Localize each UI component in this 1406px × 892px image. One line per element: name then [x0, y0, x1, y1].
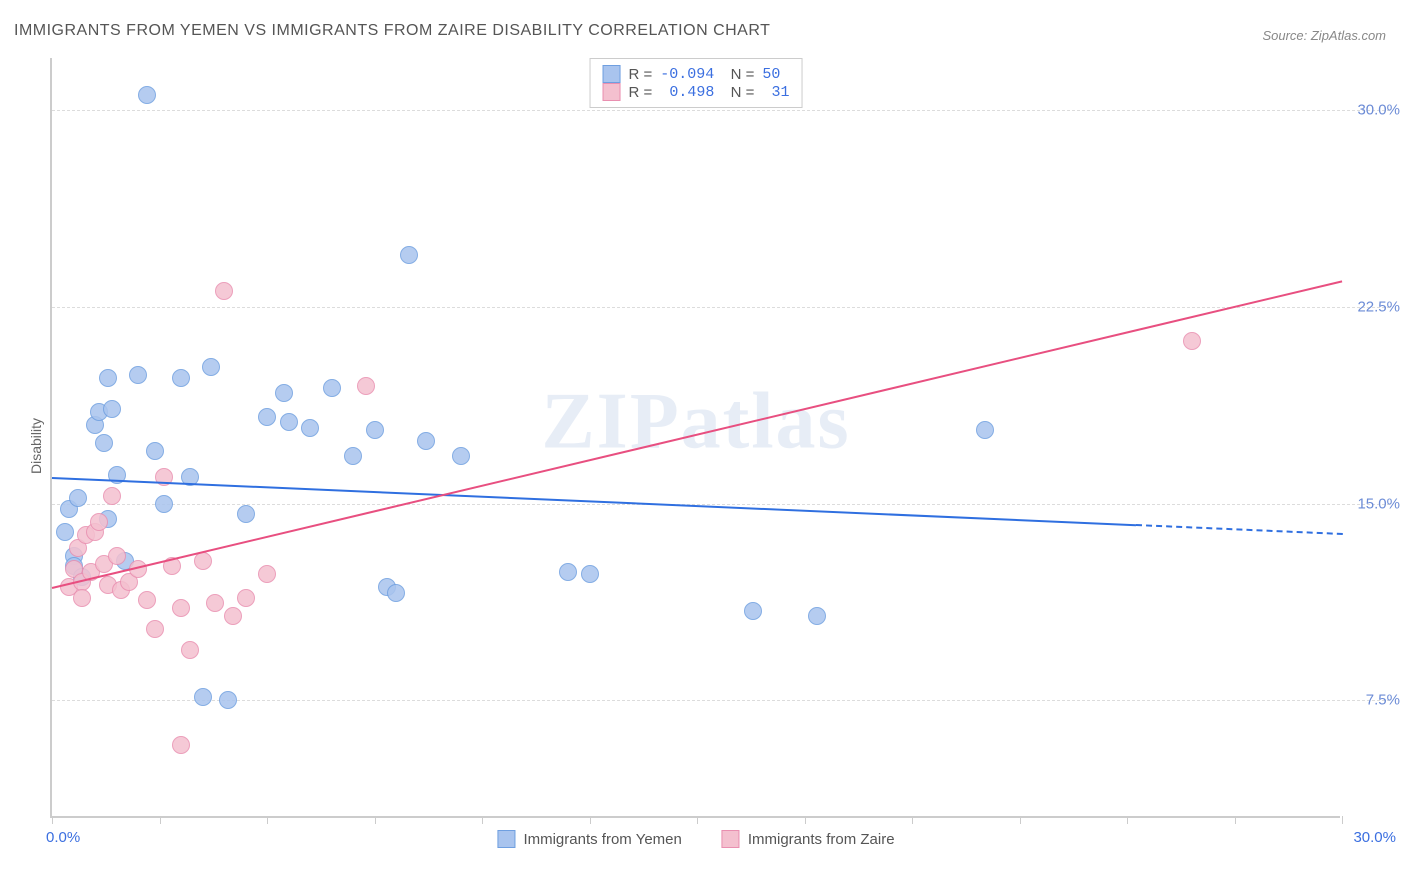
- data-point: [206, 594, 224, 612]
- x-tick: [805, 816, 806, 824]
- data-point: [108, 547, 126, 565]
- data-point: [417, 432, 435, 450]
- watermark-text: ZIPatlas: [541, 376, 850, 467]
- data-point: [808, 607, 826, 625]
- data-point: [224, 607, 242, 625]
- legend-item-zaire: Immigrants from Zaire: [722, 830, 895, 848]
- data-point: [258, 565, 276, 583]
- data-point: [744, 602, 762, 620]
- data-point: [323, 379, 341, 397]
- gridline: [52, 307, 1390, 308]
- x-tick: [1342, 816, 1343, 824]
- data-point: [452, 447, 470, 465]
- data-point: [280, 413, 298, 431]
- x-tick: [52, 816, 53, 824]
- legend-r-value-zaire: 0.498: [660, 84, 714, 101]
- gridline: [52, 700, 1390, 701]
- data-point: [194, 552, 212, 570]
- legend-row-yemen: R = -0.094 N = 50: [603, 65, 790, 83]
- data-point: [237, 505, 255, 523]
- legend-swatch-zaire: [603, 83, 621, 101]
- legend-r-label: R =: [629, 66, 653, 83]
- data-point: [357, 377, 375, 395]
- y-axis-label: Disability: [28, 418, 44, 474]
- data-point: [219, 691, 237, 709]
- legend-swatch-yemen: [603, 65, 621, 83]
- data-point: [103, 400, 121, 418]
- y-tick-label: 15.0%: [1357, 495, 1400, 512]
- trend-line: [52, 477, 1136, 526]
- legend-n-label: N =: [722, 66, 754, 83]
- data-point: [69, 489, 87, 507]
- trend-line: [52, 281, 1342, 590]
- data-point: [237, 589, 255, 607]
- data-point: [344, 447, 362, 465]
- data-point: [155, 495, 173, 513]
- legend-label-yemen: Immigrants from Yemen: [523, 831, 681, 848]
- data-point: [976, 421, 994, 439]
- x-tick: [590, 816, 591, 824]
- chart-title: IMMIGRANTS FROM YEMEN VS IMMIGRANTS FROM…: [14, 22, 770, 40]
- data-point: [129, 366, 147, 384]
- data-point: [301, 419, 319, 437]
- x-tick: [1020, 816, 1021, 824]
- legend-row-zaire: R = 0.498 N = 31: [603, 83, 790, 101]
- data-point: [581, 565, 599, 583]
- data-point: [258, 408, 276, 426]
- data-point: [90, 513, 108, 531]
- y-tick-label: 22.5%: [1357, 298, 1400, 315]
- x-tick: [267, 816, 268, 824]
- data-point: [146, 620, 164, 638]
- data-point: [138, 591, 156, 609]
- data-point: [172, 599, 190, 617]
- legend-swatch-icon: [497, 830, 515, 848]
- y-tick-label: 30.0%: [1357, 102, 1400, 119]
- legend-swatch-icon: [722, 830, 740, 848]
- x-tick: [1235, 816, 1236, 824]
- data-point: [172, 736, 190, 754]
- data-point: [181, 641, 199, 659]
- data-point: [146, 442, 164, 460]
- legend-r-label: R =: [629, 84, 653, 101]
- correlation-legend: R = -0.094 N = 50 R = 0.498 N = 31: [590, 58, 803, 108]
- legend-n-value-zaire: 31: [762, 84, 789, 101]
- gridline: [52, 110, 1390, 111]
- data-point: [215, 282, 233, 300]
- data-point: [138, 86, 156, 104]
- y-tick-label: 7.5%: [1366, 692, 1400, 709]
- gridline: [52, 504, 1390, 505]
- data-point: [400, 246, 418, 264]
- legend-n-value-yemen: 50: [762, 66, 780, 83]
- data-point: [73, 589, 91, 607]
- data-point: [366, 421, 384, 439]
- x-tick: [375, 816, 376, 824]
- x-axis-start-label: 0.0%: [46, 829, 80, 846]
- series-legend: Immigrants from Yemen Immigrants from Za…: [497, 830, 894, 848]
- data-point: [95, 434, 113, 452]
- legend-item-yemen: Immigrants from Yemen: [497, 830, 681, 848]
- data-point: [172, 369, 190, 387]
- data-point: [202, 358, 220, 376]
- x-tick: [1127, 816, 1128, 824]
- trend-line-extrapolated: [1136, 524, 1342, 535]
- x-tick: [160, 816, 161, 824]
- x-tick: [912, 816, 913, 824]
- x-tick: [697, 816, 698, 824]
- data-point: [56, 523, 74, 541]
- data-point: [275, 384, 293, 402]
- chart-source: Source: ZipAtlas.com: [1262, 28, 1386, 43]
- data-point: [387, 584, 405, 602]
- plot-area: ZIPatlas R = -0.094 N = 50 R = 0.498 N =…: [50, 58, 1340, 818]
- legend-r-value-yemen: -0.094: [660, 66, 714, 83]
- data-point: [1183, 332, 1201, 350]
- data-point: [194, 688, 212, 706]
- data-point: [103, 487, 121, 505]
- legend-label-zaire: Immigrants from Zaire: [748, 831, 895, 848]
- x-tick: [482, 816, 483, 824]
- data-point: [99, 369, 117, 387]
- legend-n-label: N =: [722, 84, 754, 101]
- x-axis-end-label: 30.0%: [1353, 829, 1396, 846]
- data-point: [559, 563, 577, 581]
